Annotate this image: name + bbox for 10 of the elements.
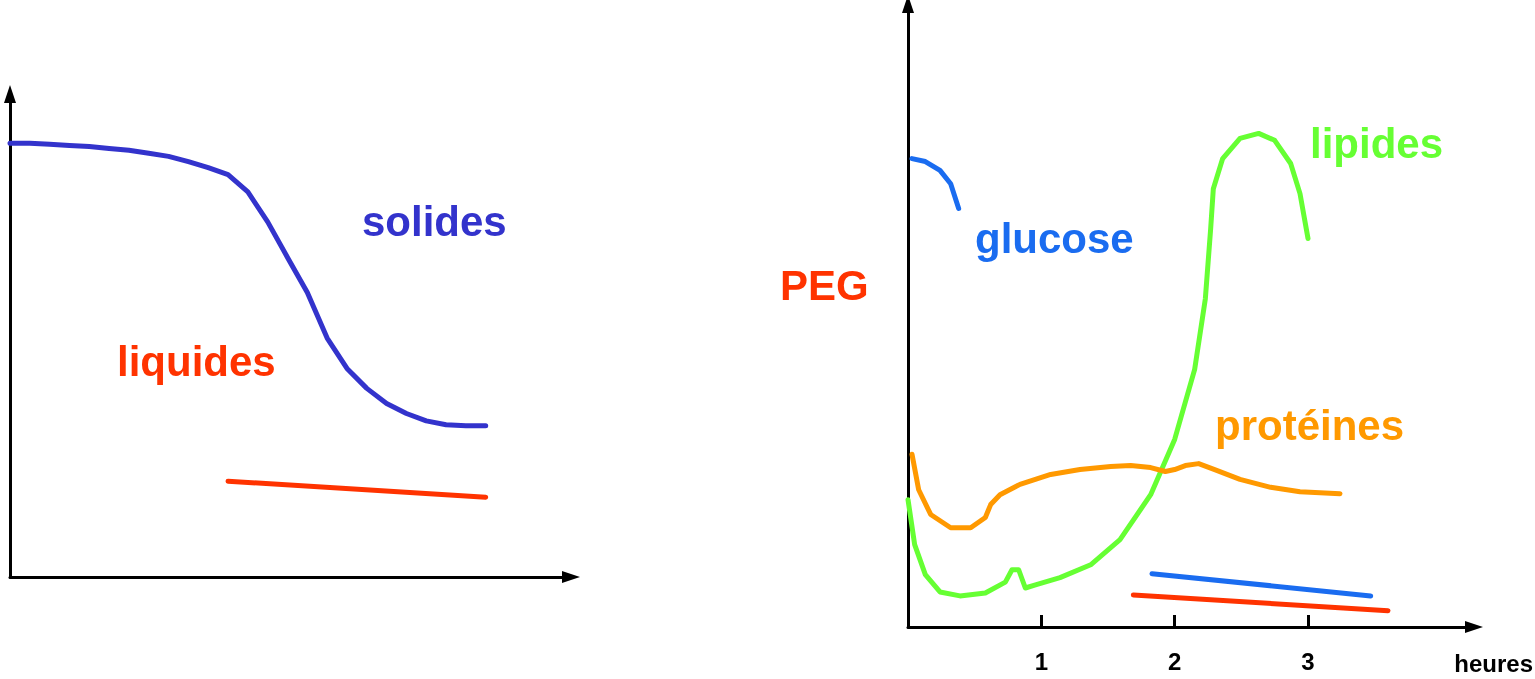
x-tick-label: 2 xyxy=(1167,647,1182,675)
x-axis-title: heures xyxy=(1454,649,1533,677)
text: liquides xyxy=(117,337,276,385)
series-label: protéines xyxy=(1215,401,1405,449)
x-tick-label: 1 xyxy=(1034,647,1049,675)
series-label: glucose xyxy=(975,214,1134,262)
series-label: solides xyxy=(362,197,507,245)
series-label: lipides xyxy=(1310,119,1444,167)
x-tick-label: 3 xyxy=(1301,647,1315,675)
text: PEG xyxy=(780,261,869,309)
